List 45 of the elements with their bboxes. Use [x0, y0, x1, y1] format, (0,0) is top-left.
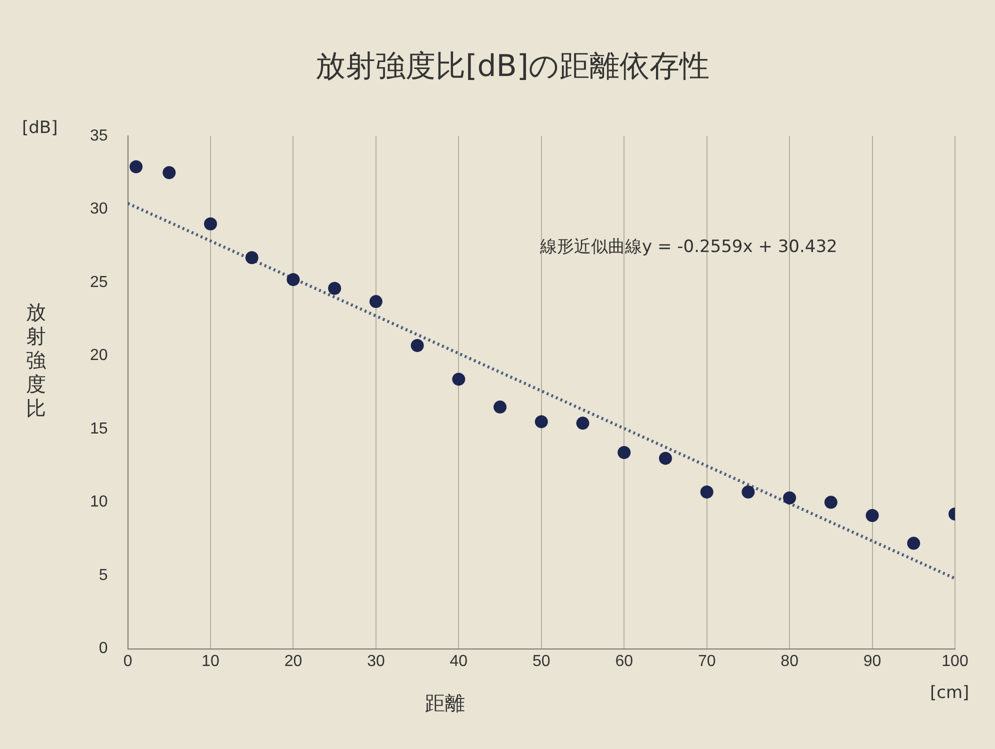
chart-title: 放射強度比[dB]の距離依存性 [315, 48, 710, 84]
x-tick-label: 0 [123, 652, 132, 670]
point [866, 508, 879, 522]
annotation: 線形近似曲線y = -0.2559x + 30.432 [540, 236, 838, 258]
y-tick-label: 35 [90, 127, 108, 144]
x-tick-label: 90 [863, 652, 882, 670]
y-axis-title: 放射強度比 [25, 300, 47, 420]
x-axis-title: 距離 [425, 690, 465, 717]
point [494, 400, 507, 414]
point [576, 416, 590, 430]
point [410, 339, 424, 352]
y-tick-label: 10 [90, 494, 108, 511]
point [907, 536, 920, 550]
y-tick-label: 5 [98, 566, 108, 584]
y-tick-label: 25 [90, 274, 108, 291]
x-tick-label: 100 [942, 652, 968, 670]
y-tick-label: 30 [90, 200, 108, 218]
x-tick-label: 30 [367, 652, 385, 670]
point [130, 160, 143, 174]
y-tick-label: 15 [90, 420, 108, 438]
point [658, 452, 672, 465]
point [369, 295, 382, 308]
point [245, 251, 258, 264]
point [204, 217, 218, 230]
point [783, 491, 796, 504]
text: [cm] [930, 683, 970, 703]
x-tick-label: 40 [450, 652, 468, 670]
point [742, 486, 755, 499]
x-tick-label: 20 [284, 652, 302, 670]
y-tick-label: 0 [98, 640, 108, 658]
x-tick-label: 70 [698, 652, 716, 670]
point [824, 496, 838, 509]
point [286, 273, 300, 286]
point [618, 446, 631, 459]
text: [dB] [22, 118, 58, 138]
point [328, 282, 342, 295]
point [452, 372, 466, 386]
y-tick-label: 20 [90, 347, 108, 364]
point [162, 166, 176, 180]
point [700, 486, 714, 499]
x-tick-label: 10 [202, 652, 220, 670]
point [534, 415, 548, 428]
x-tick-label: 60 [615, 652, 634, 670]
x-tick-label: 80 [780, 652, 799, 670]
x-tick-label: 50 [532, 652, 550, 670]
